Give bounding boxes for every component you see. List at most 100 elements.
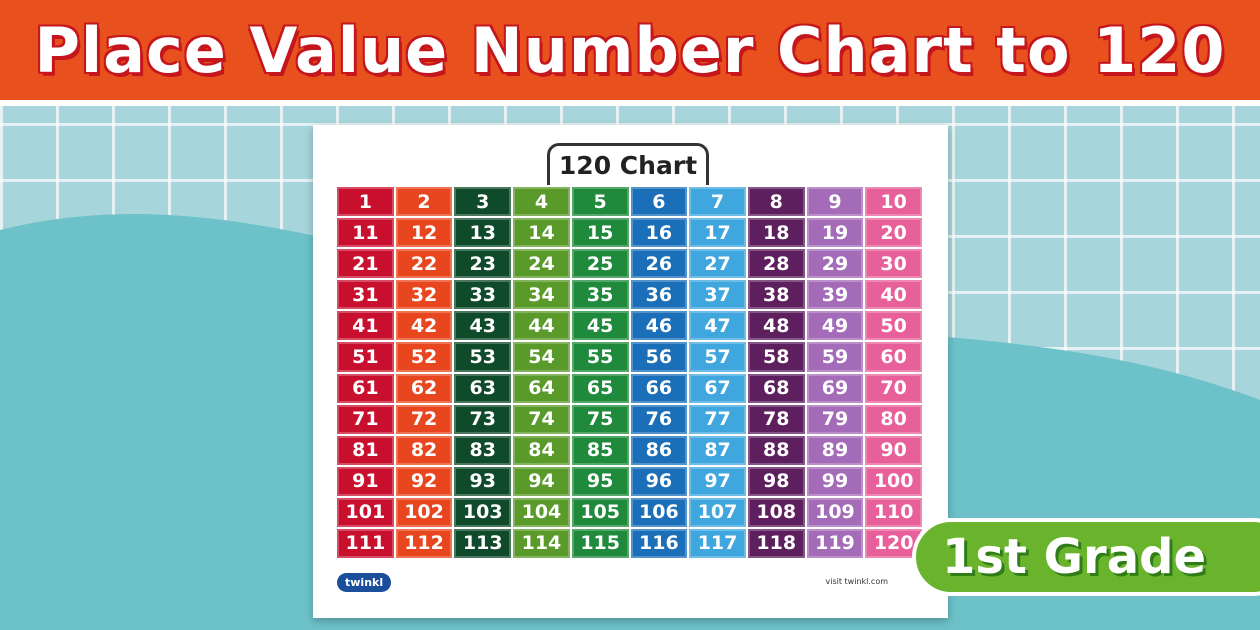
number-cell: 49 bbox=[806, 311, 864, 341]
number-cell: 94 bbox=[513, 466, 570, 496]
number-cell: 102 bbox=[395, 497, 453, 527]
number-cell: 28 bbox=[747, 249, 805, 279]
number-cell: 22 bbox=[395, 249, 453, 279]
number-cell: 47 bbox=[689, 311, 746, 341]
number-cell: 74 bbox=[513, 404, 570, 434]
number-cell: 113 bbox=[454, 528, 512, 558]
number-cell: 42 bbox=[395, 311, 453, 341]
number-cell: 2 bbox=[395, 187, 453, 217]
number-cell: 62 bbox=[395, 373, 453, 403]
poster: 120 Chart 1 2 3 4 5 6 7 8 9 10 11 12 13 14 15 16 17 18 19 2… bbox=[313, 125, 948, 618]
number-cell: 53 bbox=[454, 342, 512, 372]
number-cell: 95 bbox=[571, 466, 629, 496]
number-cell: 18 bbox=[747, 218, 805, 248]
number-cell: 75 bbox=[571, 404, 629, 434]
number-cell: 64 bbox=[513, 373, 570, 403]
number-cell: 12 bbox=[395, 218, 453, 248]
number-cell: 16 bbox=[630, 218, 688, 248]
number-cell: 8 bbox=[747, 187, 805, 217]
number-cell: 105 bbox=[571, 497, 629, 527]
number-cell: 117 bbox=[689, 528, 746, 558]
number-cell: 67 bbox=[689, 373, 746, 403]
number-cell: 45 bbox=[571, 311, 629, 341]
number-cell: 82 bbox=[395, 435, 453, 465]
number-cell: 104 bbox=[513, 497, 570, 527]
number-cell: 14 bbox=[513, 218, 570, 248]
number-cell: 78 bbox=[747, 404, 805, 434]
number-cell: 36 bbox=[630, 280, 688, 310]
number-cell: 96 bbox=[630, 466, 688, 496]
number-cell: 37 bbox=[689, 280, 746, 310]
number-cell: 81 bbox=[337, 435, 394, 465]
number-cell: 116 bbox=[630, 528, 688, 558]
number-cell: 115 bbox=[571, 528, 629, 558]
number-cell: 15 bbox=[571, 218, 629, 248]
number-cell: 44 bbox=[513, 311, 570, 341]
number-cell: 6 bbox=[630, 187, 688, 217]
number-cell: 24 bbox=[513, 249, 570, 279]
number-cell: 27 bbox=[689, 249, 746, 279]
grade-badge: 1st Grade bbox=[912, 518, 1260, 596]
number-cell: 9 bbox=[806, 187, 864, 217]
number-cell: 60 bbox=[865, 342, 922, 372]
number-cell: 80 bbox=[865, 404, 922, 434]
number-cell: 92 bbox=[395, 466, 453, 496]
number-cell: 29 bbox=[806, 249, 864, 279]
number-cell: 33 bbox=[454, 280, 512, 310]
number-cell: 51 bbox=[337, 342, 394, 372]
number-cell: 98 bbox=[747, 466, 805, 496]
footer-text: visit twinkl.com bbox=[825, 577, 888, 586]
logo: twinkl bbox=[337, 573, 392, 592]
number-cell: 20 bbox=[865, 218, 922, 248]
number-cell: 61 bbox=[337, 373, 394, 403]
number-cell: 65 bbox=[571, 373, 629, 403]
number-grid: 1 2 3 4 5 6 7 8 9 10 11 12 13 14 15 16 17 18 19 20 21 22 23 24 2… bbox=[337, 187, 922, 558]
number-cell: 17 bbox=[689, 218, 746, 248]
number-cell: 7 bbox=[689, 187, 746, 217]
number-cell: 91 bbox=[337, 466, 394, 496]
number-cell: 32 bbox=[395, 280, 453, 310]
number-cell: 10 bbox=[865, 187, 922, 217]
number-cell: 21 bbox=[337, 249, 394, 279]
number-cell: 69 bbox=[806, 373, 864, 403]
number-cell: 73 bbox=[454, 404, 512, 434]
number-cell: 11 bbox=[337, 218, 394, 248]
number-cell: 66 bbox=[630, 373, 688, 403]
number-cell: 106 bbox=[630, 497, 688, 527]
number-cell: 70 bbox=[865, 373, 922, 403]
number-cell: 99 bbox=[806, 466, 864, 496]
title: Place Value Number Chart to 120 bbox=[34, 13, 1226, 87]
number-cell: 88 bbox=[747, 435, 805, 465]
number-cell: 89 bbox=[806, 435, 864, 465]
number-cell: 103 bbox=[454, 497, 512, 527]
number-cell: 110 bbox=[865, 497, 922, 527]
number-cell: 52 bbox=[395, 342, 453, 372]
number-cell: 23 bbox=[454, 249, 512, 279]
number-cell: 77 bbox=[689, 404, 746, 434]
number-cell: 4 bbox=[513, 187, 570, 217]
number-cell: 76 bbox=[630, 404, 688, 434]
number-cell: 40 bbox=[865, 280, 922, 310]
number-cell: 41 bbox=[337, 311, 394, 341]
number-cell: 57 bbox=[689, 342, 746, 372]
number-cell: 71 bbox=[337, 404, 394, 434]
header: Place Value Number Chart to 120 bbox=[0, 0, 1260, 106]
number-cell: 48 bbox=[747, 311, 805, 341]
number-cell: 5 bbox=[571, 187, 629, 217]
number-cell: 108 bbox=[747, 497, 805, 527]
number-cell: 25 bbox=[571, 249, 629, 279]
number-cell: 19 bbox=[806, 218, 864, 248]
number-cell: 43 bbox=[454, 311, 512, 341]
number-cell: 101 bbox=[337, 497, 394, 527]
number-cell: 39 bbox=[806, 280, 864, 310]
number-cell: 111 bbox=[337, 528, 394, 558]
number-cell: 26 bbox=[630, 249, 688, 279]
number-cell: 97 bbox=[689, 466, 746, 496]
number-cell: 83 bbox=[454, 435, 512, 465]
number-cell: 87 bbox=[689, 435, 746, 465]
number-cell: 85 bbox=[571, 435, 629, 465]
number-cell: 59 bbox=[806, 342, 864, 372]
number-cell: 114 bbox=[513, 528, 570, 558]
number-cell: 63 bbox=[454, 373, 512, 403]
